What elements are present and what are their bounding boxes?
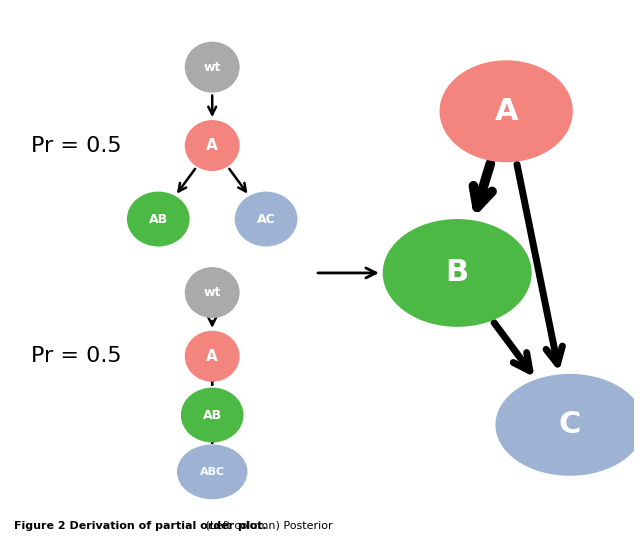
Text: ABC: ABC (200, 467, 225, 477)
Ellipse shape (127, 192, 189, 246)
Text: A: A (494, 97, 518, 126)
Ellipse shape (383, 219, 532, 327)
Ellipse shape (181, 387, 244, 442)
Ellipse shape (185, 331, 239, 382)
Text: wt: wt (204, 61, 221, 74)
Ellipse shape (440, 60, 573, 162)
Text: Pr = 0.5: Pr = 0.5 (31, 136, 122, 155)
Text: A: A (206, 349, 218, 364)
Text: AC: AC (257, 213, 275, 225)
Text: Figure 2 Derivation of partial order plot.: Figure 2 Derivation of partial order plo… (14, 521, 267, 531)
Text: Pr = 0.5: Pr = 0.5 (31, 346, 122, 366)
Text: C: C (559, 410, 581, 440)
Text: wt: wt (204, 286, 221, 299)
Text: B: B (445, 258, 468, 287)
Ellipse shape (185, 267, 239, 318)
Ellipse shape (235, 192, 298, 246)
Ellipse shape (177, 444, 248, 499)
Ellipse shape (185, 120, 239, 171)
Text: (Left column) Posterior: (Left column) Posterior (202, 521, 332, 531)
Text: A: A (206, 138, 218, 153)
Ellipse shape (185, 41, 239, 93)
Text: AB: AB (203, 408, 222, 422)
Ellipse shape (495, 374, 640, 476)
Text: AB: AB (148, 213, 168, 225)
